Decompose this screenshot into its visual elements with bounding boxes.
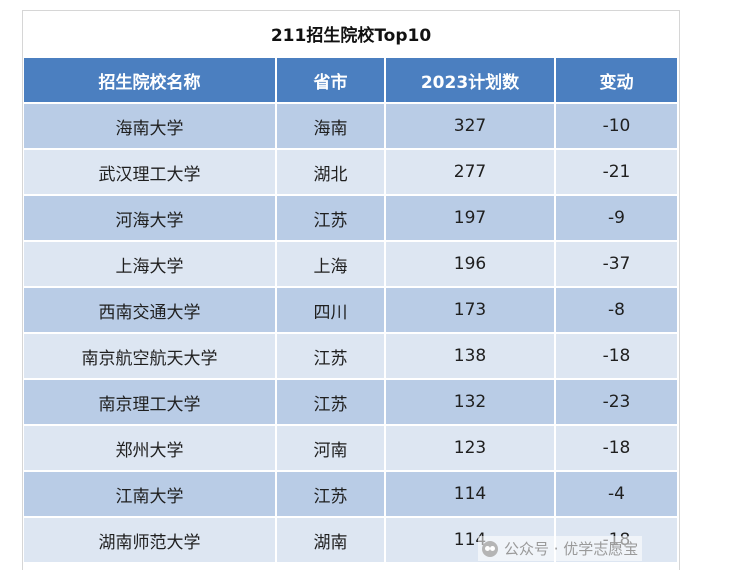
cell-school: 海南大学 — [24, 104, 275, 148]
cell-province: 湖北 — [277, 150, 384, 194]
cell-plan: 123 — [386, 426, 554, 470]
table-row: 江南大学 江苏 114 -4 — [24, 472, 677, 516]
cell-plan: 132 — [386, 380, 554, 424]
table-row: 海南大学 海南 327 -10 — [24, 104, 677, 148]
cell-change: -4 — [556, 472, 677, 516]
cell-province: 江苏 — [277, 380, 384, 424]
header-province: 省市 — [277, 58, 384, 102]
cell-province: 江苏 — [277, 196, 384, 240]
cell-school: 河海大学 — [24, 196, 275, 240]
cell-province: 四川 — [277, 288, 384, 332]
cell-plan: 277 — [386, 150, 554, 194]
cell-province: 江苏 — [277, 472, 384, 516]
table-row: 上海大学 上海 196 -37 — [24, 242, 677, 286]
ranking-table: 招生院校名称 省市 2023计划数 变动 海南大学 海南 327 -10 武汉理… — [22, 56, 679, 564]
cell-change: -37 — [556, 242, 677, 286]
cell-province: 海南 — [277, 104, 384, 148]
cell-plan: 196 — [386, 242, 554, 286]
table-row: 西南交通大学 四川 173 -8 — [24, 288, 677, 332]
cell-plan: 173 — [386, 288, 554, 332]
cell-plan: 138 — [386, 334, 554, 378]
cell-school: 武汉理工大学 — [24, 150, 275, 194]
cell-province: 河南 — [277, 426, 384, 470]
wechat-icon — [482, 540, 498, 557]
watermark: 公众号 · 优学志愿宝 — [478, 536, 643, 561]
cell-school: 江南大学 — [24, 472, 275, 516]
cell-school: 郑州大学 — [24, 426, 275, 470]
table-row: 河海大学 江苏 197 -9 — [24, 196, 677, 240]
cell-change: -18 — [556, 334, 677, 378]
cell-school: 南京理工大学 — [24, 380, 275, 424]
table-row: 郑州大学 河南 123 -18 — [24, 426, 677, 470]
cell-change: -23 — [556, 380, 677, 424]
cell-change: -21 — [556, 150, 677, 194]
table-title: 211招生院校Top10 — [270, 25, 432, 46]
header-plan: 2023计划数 — [386, 58, 554, 102]
cell-change: -8 — [556, 288, 677, 332]
cell-school: 西南交通大学 — [24, 288, 275, 332]
watermark-text: 公众号 · 优学志愿宝 — [504, 540, 639, 558]
cell-province: 湖南 — [277, 518, 384, 562]
cell-change: -18 — [556, 426, 677, 470]
cell-school: 上海大学 — [24, 242, 275, 286]
header-row: 招生院校名称 省市 2023计划数 变动 — [24, 58, 677, 102]
cell-change: -10 — [556, 104, 677, 148]
cell-plan: 327 — [386, 104, 554, 148]
cell-province: 江苏 — [277, 334, 384, 378]
header-school: 招生院校名称 — [24, 58, 275, 102]
cell-school: 湖南师范大学 — [24, 518, 275, 562]
cell-plan: 197 — [386, 196, 554, 240]
table-row: 武汉理工大学 湖北 277 -21 — [24, 150, 677, 194]
cell-province: 上海 — [277, 242, 384, 286]
header-change: 变动 — [556, 58, 677, 102]
cell-plan: 114 — [386, 472, 554, 516]
table-row: 南京理工大学 江苏 132 -23 — [24, 380, 677, 424]
table-row: 南京航空航天大学 江苏 138 -18 — [24, 334, 677, 378]
cell-change: -9 — [556, 196, 677, 240]
cell-school: 南京航空航天大学 — [24, 334, 275, 378]
table-card: 211招生院校Top10 招生院校名称 省市 2023计划数 变动 海南大学 海… — [22, 10, 680, 570]
